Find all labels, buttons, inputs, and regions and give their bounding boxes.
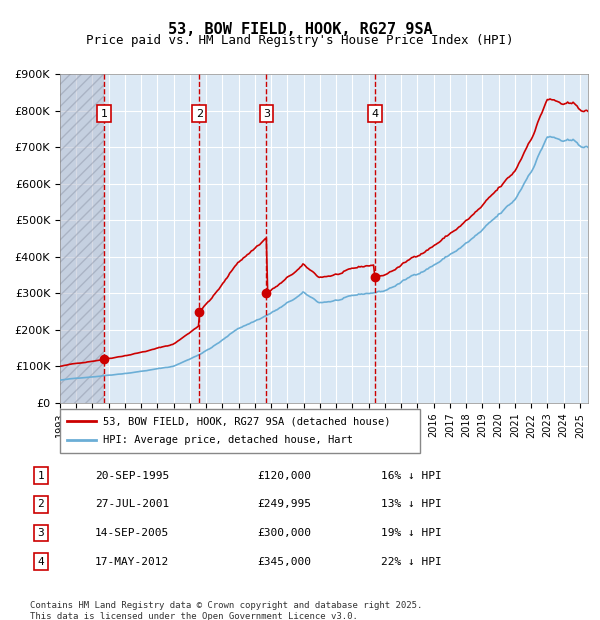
Text: 2: 2 — [196, 109, 203, 119]
Text: Contains HM Land Registry data © Crown copyright and database right 2025.
This d: Contains HM Land Registry data © Crown c… — [30, 601, 422, 620]
Text: 16% ↓ HPI: 16% ↓ HPI — [381, 471, 442, 480]
Text: 4: 4 — [37, 557, 44, 567]
Text: 3: 3 — [37, 528, 44, 538]
Text: 13% ↓ HPI: 13% ↓ HPI — [381, 499, 442, 510]
Text: 19% ↓ HPI: 19% ↓ HPI — [381, 528, 442, 538]
Text: £300,000: £300,000 — [257, 528, 311, 538]
Text: 20-SEP-1995: 20-SEP-1995 — [95, 471, 169, 480]
FancyBboxPatch shape — [60, 409, 420, 453]
Text: 2: 2 — [37, 499, 44, 510]
Text: 53, BOW FIELD, HOOK, RG27 9SA: 53, BOW FIELD, HOOK, RG27 9SA — [167, 22, 433, 37]
Text: £345,000: £345,000 — [257, 557, 311, 567]
Text: £120,000: £120,000 — [257, 471, 311, 480]
Text: 27-JUL-2001: 27-JUL-2001 — [95, 499, 169, 510]
Text: 53, BOW FIELD, HOOK, RG27 9SA (detached house): 53, BOW FIELD, HOOK, RG27 9SA (detached … — [103, 417, 391, 427]
Text: 17-MAY-2012: 17-MAY-2012 — [95, 557, 169, 567]
Text: 3: 3 — [263, 109, 270, 119]
Text: £249,995: £249,995 — [257, 499, 311, 510]
Text: 4: 4 — [371, 109, 379, 119]
Text: Price paid vs. HM Land Registry's House Price Index (HPI): Price paid vs. HM Land Registry's House … — [86, 34, 514, 47]
Text: 1: 1 — [37, 471, 44, 480]
Text: HPI: Average price, detached house, Hart: HPI: Average price, detached house, Hart — [103, 435, 353, 445]
Text: 22% ↓ HPI: 22% ↓ HPI — [381, 557, 442, 567]
Bar — [60, 74, 104, 403]
Text: 14-SEP-2005: 14-SEP-2005 — [95, 528, 169, 538]
Text: 1: 1 — [101, 109, 107, 119]
